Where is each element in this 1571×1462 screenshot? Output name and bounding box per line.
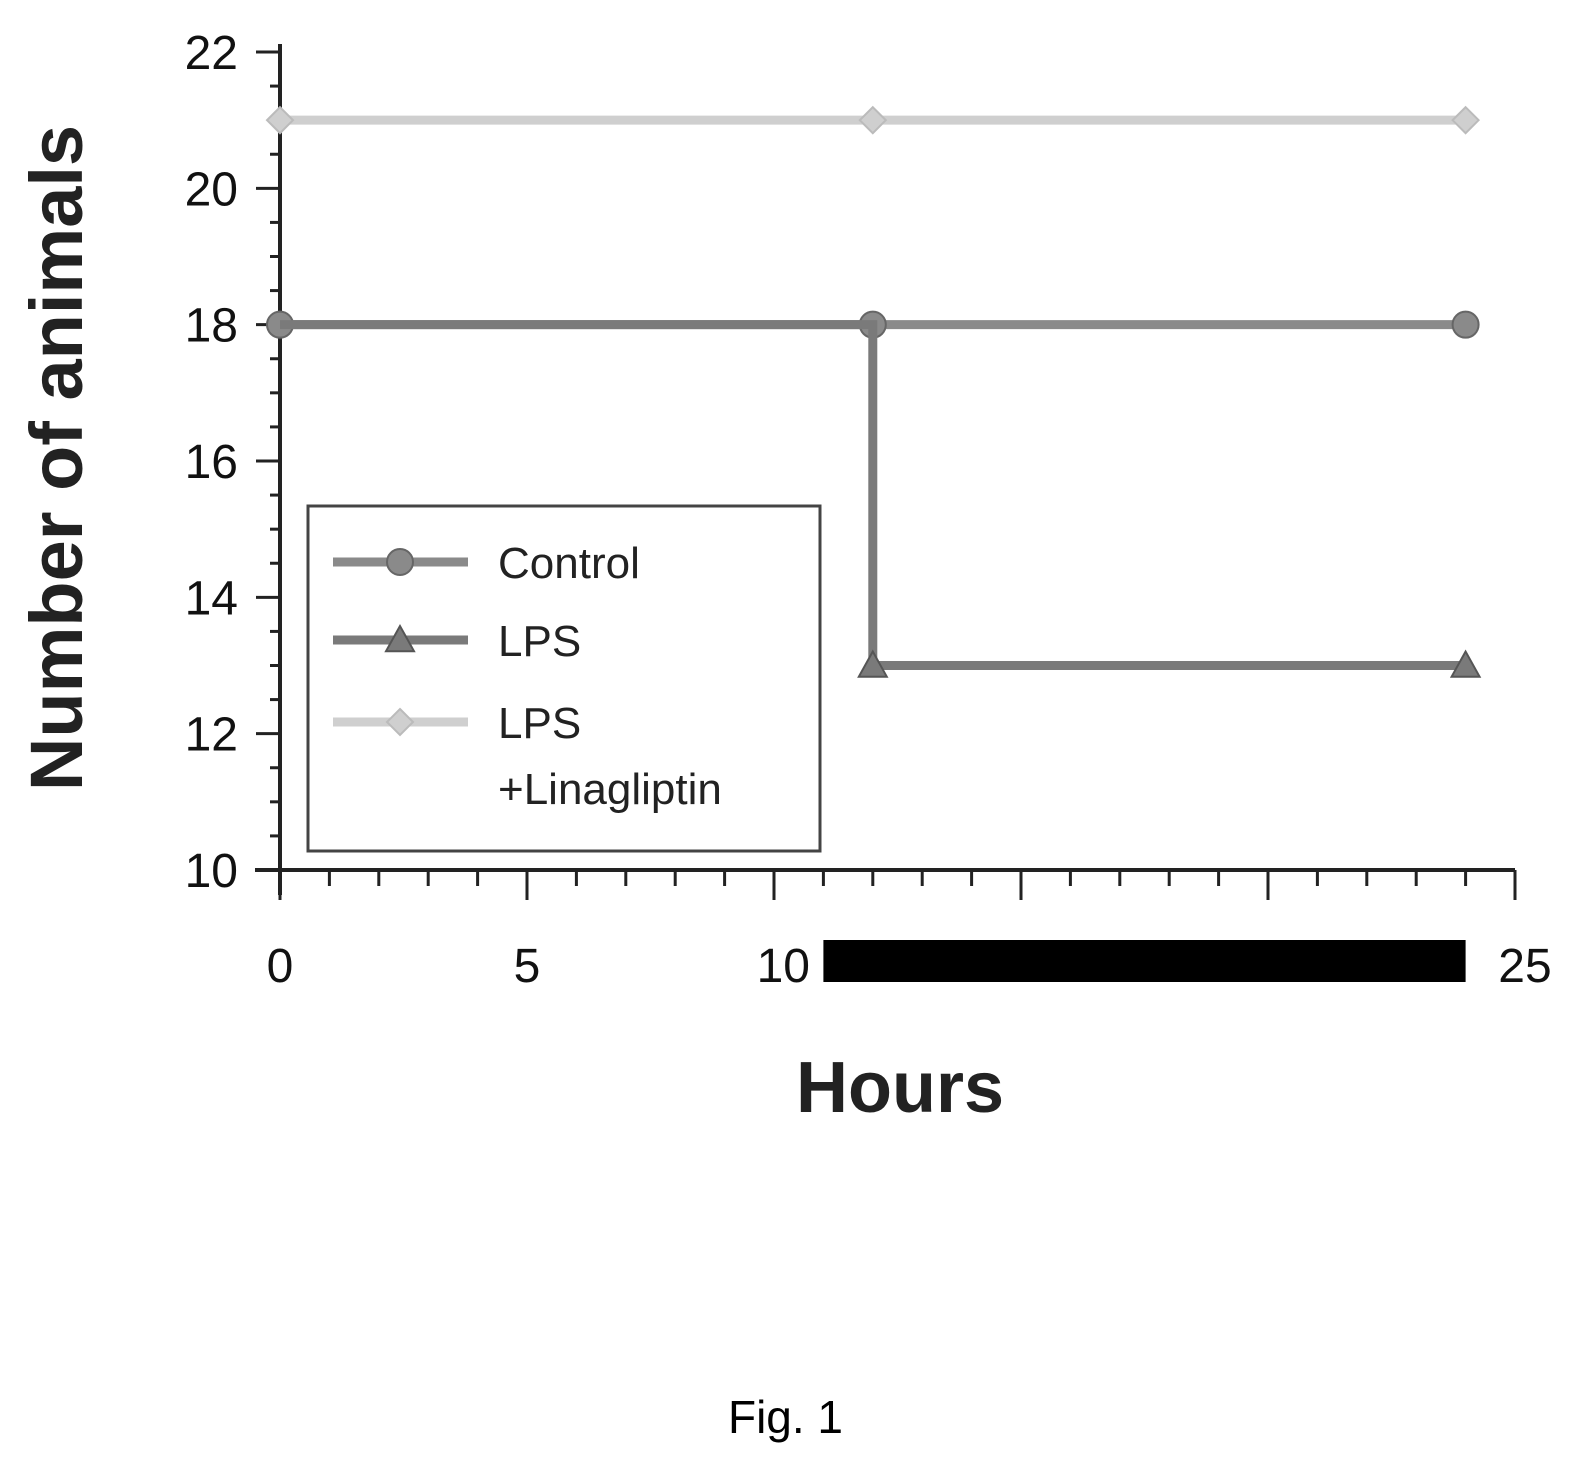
series-2: [280, 320, 1482, 678]
data-point: [858, 105, 888, 135]
chart: 10 12 14 16 18 20 22 0 5 10 25 Control LPS LPS +Lina…: [15, 27, 1552, 1128]
legend: Control LPS LPS +Linagliptin: [306, 504, 822, 853]
y-tick-label: 12: [185, 709, 238, 762]
data-point: [265, 105, 295, 135]
data-point: [1451, 310, 1480, 339]
legend-swatch-marker: [385, 707, 415, 737]
y-axis-title: Number of animals: [15, 125, 98, 791]
x-axis-title: Hours: [796, 1048, 1004, 1128]
series-layer: [265, 105, 1482, 678]
y-tick-label: 22: [185, 27, 238, 80]
x-tick-label: 25: [1498, 940, 1551, 993]
figure-caption: Fig. 1: [727, 1391, 844, 1443]
x-axis-ticks: 0 5 10 25: [267, 870, 1552, 993]
y-tick-label: 20: [185, 163, 238, 216]
y-tick-label: 16: [185, 436, 238, 489]
x-tick-label: 5: [514, 940, 541, 993]
x-tick-label: 0: [267, 940, 294, 993]
dark-period-bar: [823, 940, 1466, 982]
axes: [255, 44, 1515, 895]
y-tick-label: 18: [185, 300, 238, 353]
series-3: [265, 105, 1481, 135]
legend-label: Control: [498, 539, 640, 588]
series-line: [280, 320, 1466, 670]
data-point: [1449, 649, 1482, 678]
x-tick-label: 10: [757, 940, 810, 993]
data-point: [857, 649, 889, 678]
data-point: [1451, 105, 1481, 135]
y-tick-label: 10: [185, 845, 238, 898]
annotation-layer: [823, 940, 1466, 982]
y-tick-label: 14: [185, 572, 238, 625]
legend-swatch-marker: [384, 623, 416, 653]
legend-swatch-marker: [386, 548, 414, 576]
legend-label: LPS: [498, 699, 581, 748]
legend-label: +Linagliptin: [498, 765, 722, 814]
y-axis-ticks: 10 12 14 16 18 20 22: [185, 27, 280, 898]
legend-label: LPS: [498, 617, 581, 666]
